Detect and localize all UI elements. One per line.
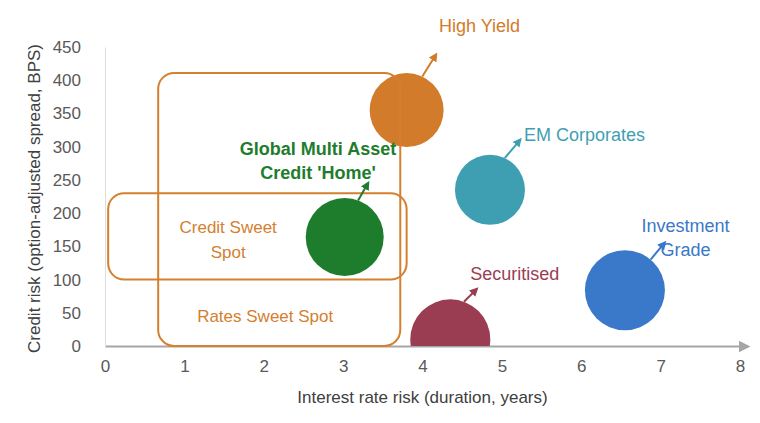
region-box [158,73,400,346]
y-tick: 150 [53,237,105,256]
y-tick: 350 [53,104,105,123]
y-tick-label: 0 [72,337,81,356]
region-label-line: Rates Sweet Spot [197,307,333,326]
series-label-line: EM Corporates [524,125,645,145]
annotation-arrow [464,290,475,301]
x-tick: 5 [498,346,507,376]
chart: 0 1 2 3 4 5 6 7 8 0 50 100 150 200 250 300 350 400 450 Inte… [0,0,760,423]
bubble [370,73,444,147]
series-label-line: High Yield [439,16,520,36]
region-label: Credit Sweet Spot [180,218,278,262]
y-tick-label: 450 [53,38,81,57]
region-label-line: Spot [211,243,246,262]
y-tick-label: 100 [53,270,81,289]
y-tick-label: 250 [53,171,81,190]
bubble [410,299,490,346]
x-tick-label: 4 [418,357,427,376]
x-tick-label: 0 [101,357,110,376]
series-label: Investment Grade [641,216,729,260]
series-label-line: Grade [660,240,710,260]
series-label-line: Global Multi Asset [240,139,396,159]
series-label: Global Multi Asset Credit 'Home' [240,139,396,183]
x-tick: 3 [339,346,348,376]
x-tick-label: 5 [498,357,507,376]
y-axis: 0 50 100 150 200 250 300 350 400 450 [53,38,106,356]
series-label-line: Credit 'Home' [260,163,376,183]
region-label: Rates Sweet Spot [197,307,333,326]
y-tick-label: 50 [62,304,81,323]
x-tick-label: 6 [577,357,586,376]
y-tick: 0 [72,337,105,356]
bubble [585,250,665,330]
series-label: Securitised [470,264,559,284]
x-tick-label: 3 [339,357,348,376]
y-tick-label: 200 [53,204,81,223]
annotations: High Yield EM Corporates Investment Grade Se… [240,16,730,302]
x-tick: 8 [736,346,745,376]
regions [108,73,406,346]
annotation-arrow [505,141,519,158]
plot-area [306,73,665,346]
x-axis-title: Interest rate risk (duration, years) [297,388,547,407]
y-tick-label: 400 [53,71,81,90]
x-tick: 4 [418,346,427,376]
x-tick-label: 7 [656,357,665,376]
y-tick-label: 350 [53,104,81,123]
y-tick-label: 300 [53,138,81,157]
y-tick: 100 [53,270,105,289]
x-axis: 0 1 2 3 4 5 6 7 8 [101,346,745,376]
series-label-line: Securitised [470,264,559,284]
y-tick: 300 [53,138,105,157]
x-tick: 7 [656,346,665,376]
y-tick: 250 [53,171,105,190]
series-label-line: Investment [641,216,729,236]
x-tick-label: 8 [736,357,745,376]
series-label: High Yield [439,16,520,36]
y-axis-line [105,48,106,347]
y-tick-label: 150 [53,237,81,256]
x-tick: 0 [101,346,110,376]
bubble [455,155,525,225]
x-tick-label: 1 [180,357,189,376]
annotation-arrow [422,56,435,76]
x-tick: 2 [260,346,269,376]
region-label-line: Credit Sweet [180,218,278,237]
bubble [306,198,384,276]
y-tick: 450 [53,38,105,57]
x-tick: 1 [180,346,189,376]
y-tick: 400 [53,71,105,90]
annotation-arrow [358,185,367,201]
x-tick: 6 [577,346,586,376]
y-axis-title: Credit risk (option-adjusted spread, BPS… [25,44,44,353]
y-tick: 200 [53,204,105,223]
series-label: EM Corporates [524,125,645,145]
x-tick-label: 2 [260,357,269,376]
region-box [108,193,406,279]
y-tick: 50 [62,304,105,323]
